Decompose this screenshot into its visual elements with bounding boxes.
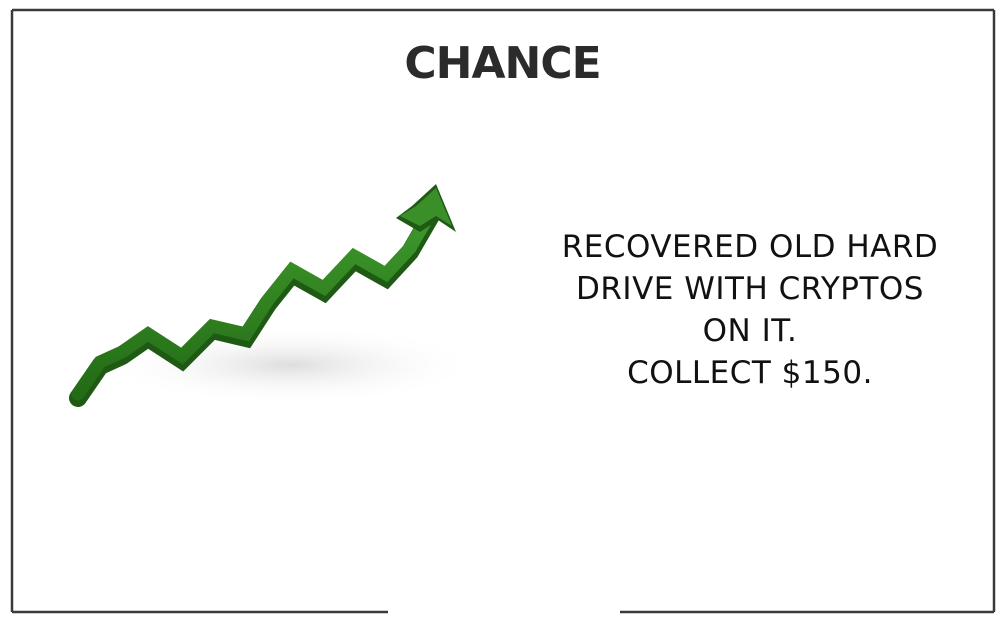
message-line: DRIVE WITH CRYPTOS — [576, 271, 924, 307]
card-message: RECOVERED OLD HARD DRIVE WITH CRYPTOS ON… — [520, 226, 980, 394]
card-title: CHANCE — [404, 38, 601, 89]
message-line: ON IT. — [702, 313, 798, 349]
green-rising-arrow-icon — [69, 184, 480, 407]
message-line: RECOVERED OLD HARD — [561, 229, 939, 265]
message-line: COLLECT $150. — [627, 355, 873, 391]
